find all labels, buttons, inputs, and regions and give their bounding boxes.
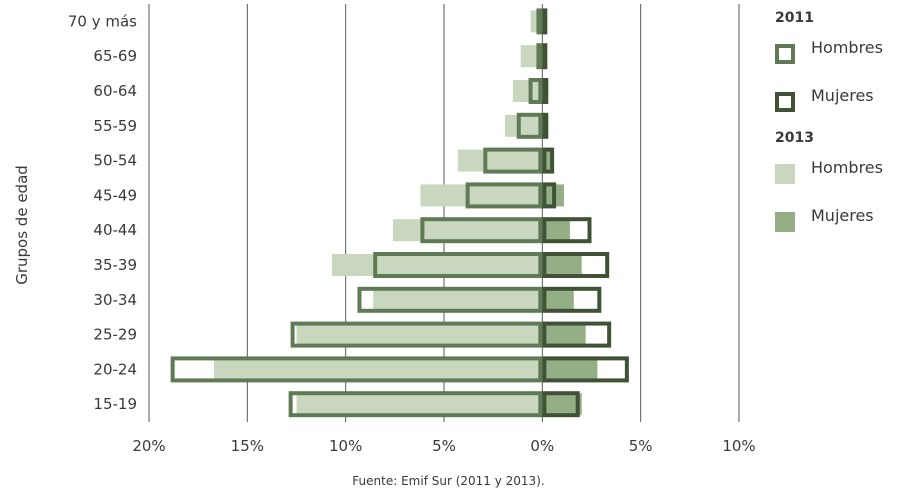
legend-year-2013: 2013: [775, 130, 814, 146]
age-group-label: 15-19: [93, 395, 137, 413]
bar-2013-hombres: [504, 114, 543, 137]
bar-2011-mujeres: [542, 182, 557, 209]
x-tick-label: 10%: [722, 437, 755, 455]
bar-2013-mujeres: [542, 358, 598, 381]
age-group-label: 55-59: [93, 117, 137, 135]
x-tick-label: 15%: [231, 437, 264, 455]
x-tick-labels: 20% 15% 10% 5% 0% 5% 10%: [132, 437, 755, 455]
bar-2013-hombres: [331, 254, 543, 276]
source-note: Fuente: Emif Sur (2011 y 2013).: [352, 474, 545, 488]
legend-label: Mujeres: [811, 86, 874, 105]
legend-swatch-mujeres-2011: [775, 92, 795, 112]
legend-item-hombres-2011: Hombres: [775, 30, 895, 78]
bar-2013-hombres: [530, 10, 543, 33]
x-tick-label: 10%: [329, 437, 362, 455]
x-tick-label: 5%: [432, 437, 456, 455]
age-group-label: 20-24: [93, 360, 137, 378]
bar-2011-hombres: [170, 356, 543, 383]
legend-label: Hombres: [811, 38, 883, 57]
bar-2013-hombres: [296, 393, 543, 416]
age-group-label: 40-44: [93, 221, 137, 239]
bar-2013-hombres: [296, 323, 543, 346]
bar-2013-mujeres: [542, 254, 582, 276]
gridlines: [148, 4, 740, 422]
y-axis-title: Grupos de edad: [13, 165, 31, 285]
legend-item-hombres-2013: Hombres: [775, 150, 895, 198]
bar-2013-hombres: [213, 358, 543, 381]
bar-2013-hombres: [373, 288, 543, 311]
age-group-label: 65-69: [93, 47, 137, 65]
legend-swatch-hombres-2011: [775, 44, 795, 64]
bar-2011-mujeres: [542, 252, 610, 278]
bar-2011-hombres: [357, 286, 543, 313]
x-tick-label: 20%: [132, 437, 165, 455]
age-group-label: 30-34: [93, 291, 137, 309]
bar-2013-hombres: [420, 184, 543, 207]
bar-2013-mujeres: [542, 149, 553, 172]
bar-2011-hombres: [516, 112, 543, 139]
bar-2011-mujeres: [542, 286, 602, 313]
bar-2013-hombres: [457, 149, 543, 172]
age-group-label: 35-39: [93, 256, 137, 274]
bar-2011-mujeres: [542, 217, 592, 244]
bar-2011-hombres: [373, 252, 543, 278]
bar-2011-hombres: [483, 147, 543, 174]
legend: 2011 Hombres Mujeres 2013 Hombres Mujere…: [775, 6, 895, 246]
age-group-label: 50-54: [93, 152, 137, 170]
bar-2011-mujeres: [542, 8, 548, 35]
bar-2011-hombres: [420, 217, 543, 244]
age-group-label: 70 y más: [68, 12, 137, 30]
age-group-label: 25-29: [93, 326, 137, 344]
bar-2011-mujeres: [542, 78, 549, 104]
legend-swatch-hombres-2013: [775, 164, 795, 184]
bar-2013-hombres: [512, 80, 543, 102]
bar-2013-mujeres: [542, 323, 586, 346]
bar-2011-hombres: [288, 391, 543, 418]
bar-2013-hombres: [392, 219, 543, 242]
age-group-label: 60-64: [93, 82, 137, 100]
bars: [170, 8, 629, 418]
bar-2011-hombres: [528, 78, 543, 104]
x-tick-label: 5%: [629, 437, 653, 455]
bar-2011-mujeres: [542, 147, 555, 174]
bar-2013-mujeres: [542, 288, 574, 311]
legend-year-2011: 2011: [775, 10, 814, 26]
bar-2013-mujeres: [542, 219, 570, 242]
legend-label: Hombres: [811, 158, 883, 177]
bar-2011-mujeres: [542, 356, 629, 383]
x-tick-label: 0%: [530, 437, 554, 455]
age-group-label: 45-49: [93, 186, 137, 204]
legend-item-mujeres-2013: Mujeres: [775, 198, 895, 246]
legend-label: Mujeres: [811, 206, 874, 225]
bar-2011-mujeres: [542, 43, 548, 70]
bar-2011-hombres: [290, 321, 543, 348]
bar-2011-hombres: [536, 43, 543, 70]
bar-2011-hombres: [536, 8, 543, 35]
legend-swatch-mujeres-2013: [775, 212, 795, 232]
bar-2013-mujeres: [542, 393, 582, 416]
bar-2011-mujeres: [542, 391, 580, 418]
bar-2011-mujeres: [542, 321, 612, 348]
age-group-labels: 70 y más 65-69 60-64 55-59 50-54 45-49 40-44 35…: [68, 12, 137, 413]
legend-item-mujeres-2011: Mujeres: [775, 78, 895, 126]
bar-2011-hombres: [465, 182, 543, 209]
bar-2011-mujeres: [542, 112, 549, 139]
